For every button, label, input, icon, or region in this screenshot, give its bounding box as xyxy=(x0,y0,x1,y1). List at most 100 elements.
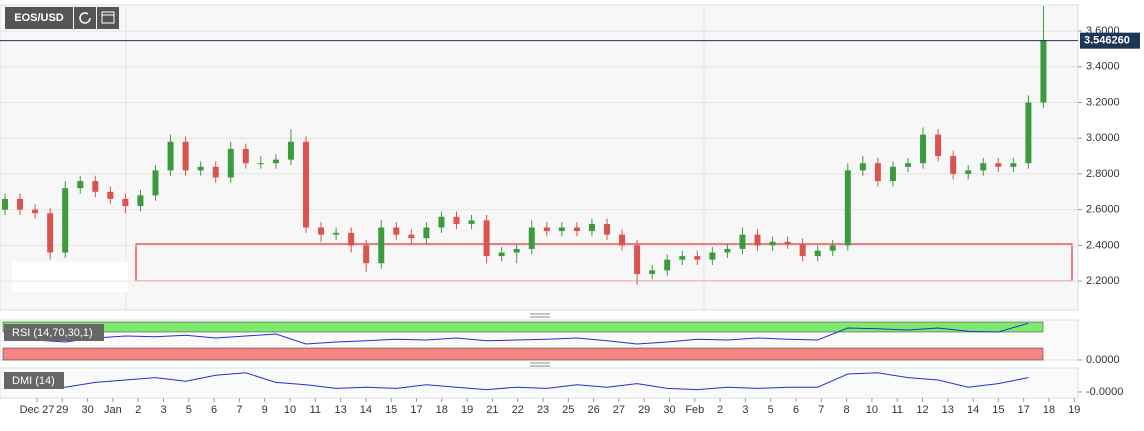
x-tick-label: 2 xyxy=(717,404,723,416)
x-tick-label: 6 xyxy=(211,404,217,416)
candle-body xyxy=(227,148,234,178)
candle-body xyxy=(303,141,309,228)
candle-body xyxy=(694,256,701,260)
indicator-tag xyxy=(4,372,64,389)
candle-body xyxy=(709,252,716,260)
x-tick-label: 10 xyxy=(284,404,296,416)
splitter[interactable] xyxy=(530,313,550,318)
y-tick-label: -0.0000 xyxy=(1086,386,1123,398)
candle-body xyxy=(920,134,927,164)
x-tick-label: 29 xyxy=(638,404,650,416)
candle-body xyxy=(287,141,294,160)
candle-body xyxy=(107,191,114,199)
candle-body xyxy=(62,188,69,253)
x-tick-label: 17 xyxy=(410,404,422,416)
candle-body xyxy=(1040,40,1047,103)
main-panel xyxy=(0,4,1079,311)
x-tick-label: 14 xyxy=(967,404,979,416)
candle-body xyxy=(92,181,99,192)
candle-body xyxy=(152,170,159,196)
candle-body xyxy=(212,166,219,178)
x-tick-label: 5 xyxy=(768,404,774,416)
symbol: EOS/USD xyxy=(14,12,64,24)
candle-body xyxy=(468,220,475,224)
y-tick-label: 2.2000 xyxy=(1086,275,1120,287)
x-tick-label: 8 xyxy=(844,404,850,416)
y-tick-label: 2.8000 xyxy=(1086,168,1120,180)
x-tick-label: Feb xyxy=(685,404,704,416)
symbol-button[interactable] xyxy=(5,7,73,29)
candle-body xyxy=(272,159,279,164)
indicator-tag xyxy=(4,324,104,341)
candle-body xyxy=(257,163,264,165)
x-tick-label: 19 xyxy=(1068,404,1080,416)
x-tick-label: 13 xyxy=(334,404,346,416)
x-tick-label: 14 xyxy=(360,404,372,416)
overbought-zone xyxy=(2,321,1044,333)
blank-box xyxy=(12,262,128,292)
candle-body xyxy=(769,241,776,246)
splitter[interactable] xyxy=(530,362,550,367)
candle-body xyxy=(348,232,355,246)
candle-body xyxy=(649,270,656,274)
candle-body xyxy=(558,227,565,232)
x-tick-label: 9 xyxy=(262,404,268,416)
candle-body xyxy=(333,232,340,235)
x-tick-label: 17 xyxy=(1018,404,1030,416)
last-price-box xyxy=(1080,32,1140,49)
x-tick-label: 30 xyxy=(81,404,93,416)
x-tick-label: 10 xyxy=(866,404,878,416)
dmi-panel xyxy=(0,367,1079,399)
candle-body xyxy=(137,195,144,207)
candle-body xyxy=(182,141,189,171)
x-tick-label: 23 xyxy=(537,404,549,416)
candle-body xyxy=(965,170,972,174)
candle-body xyxy=(453,216,460,224)
candle-body xyxy=(197,166,204,171)
candle-body xyxy=(829,245,836,251)
x-tick-label: 27 xyxy=(613,404,625,416)
indicator-name: RSI (14,70,30,1) xyxy=(12,327,93,339)
x-tick-label: 29 xyxy=(56,404,68,416)
x-tick-label: 18 xyxy=(1043,404,1055,416)
candle-body xyxy=(724,248,731,253)
indicator-name: DMI (14) xyxy=(12,375,55,387)
candle-body xyxy=(528,227,535,249)
candle-body xyxy=(619,234,626,246)
x-tick-label: 7 xyxy=(818,404,824,416)
candle-body xyxy=(498,252,505,257)
dmi-line xyxy=(4,372,1029,391)
candle-body xyxy=(423,227,430,239)
candle-body xyxy=(1025,102,1032,164)
y-tick-label: 0.0000 xyxy=(1086,354,1120,366)
x-tick-label: 11 xyxy=(891,404,902,416)
candle-body xyxy=(483,220,490,257)
candle-body xyxy=(784,241,791,244)
x-tick-label: 22 xyxy=(512,404,524,416)
candle-body xyxy=(122,198,129,207)
candle-body xyxy=(17,198,24,210)
candle-body xyxy=(167,141,174,171)
x-tick-label: 5 xyxy=(186,404,192,416)
calendar-button[interactable] xyxy=(97,7,119,29)
candle-body xyxy=(242,148,249,164)
candle-body xyxy=(573,227,580,232)
candle-body xyxy=(2,198,8,210)
refresh-button[interactable] xyxy=(74,7,96,29)
candle-body xyxy=(814,250,821,257)
candle-body xyxy=(1010,163,1017,167)
candle-body xyxy=(679,256,686,260)
candle-body xyxy=(874,163,881,182)
candle-body xyxy=(438,216,445,228)
candle-body xyxy=(889,166,896,182)
x-tick-label: Jan xyxy=(104,404,122,416)
x-tick-label: 25 xyxy=(562,404,574,416)
candle-body xyxy=(754,234,761,246)
candle-body xyxy=(513,248,520,253)
candle-body xyxy=(739,234,746,249)
x-tick-label: Dec 27 xyxy=(20,404,55,416)
x-tick-label: 3 xyxy=(160,404,166,416)
candle-body xyxy=(634,245,641,274)
rsi-line xyxy=(4,322,1029,345)
candle-body xyxy=(980,163,987,171)
